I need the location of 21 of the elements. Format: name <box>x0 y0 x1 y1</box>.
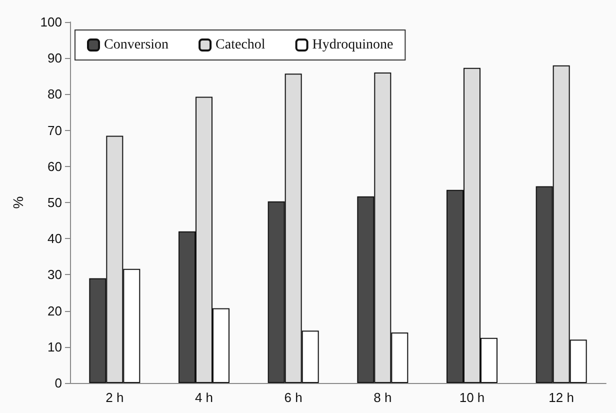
y-tick-label: 70 <box>48 122 62 138</box>
x-tick-label: 6 h <box>284 390 302 405</box>
legend-label: Hydroquinone <box>312 38 394 52</box>
y-tick-label: 40 <box>48 231 62 246</box>
y-tick-label: 100 <box>40 14 62 30</box>
y-tick-label: 80 <box>48 86 62 102</box>
y-axis-title: % <box>10 196 26 209</box>
x-tick-label: 4 h <box>194 390 214 405</box>
y-tick-label: 20 <box>48 303 62 318</box>
x-tick-label: 10 h <box>459 390 485 405</box>
legend-label: Conversion <box>104 38 169 52</box>
y-tick-label: 60 <box>48 158 62 174</box>
y-tick-label: 50 <box>48 195 62 210</box>
x-tick-label: 8 h <box>374 390 392 405</box>
x-tick-label: 12 h <box>548 390 574 405</box>
x-tick-label: 2 h <box>106 390 124 405</box>
y-tick-label: 0 <box>54 376 62 390</box>
legend-label: Catechol <box>216 38 266 52</box>
y-tick-label: 90 <box>48 50 62 66</box>
y-tick-label: 10 <box>48 339 62 354</box>
y-tick-label: 30 <box>48 267 62 282</box>
